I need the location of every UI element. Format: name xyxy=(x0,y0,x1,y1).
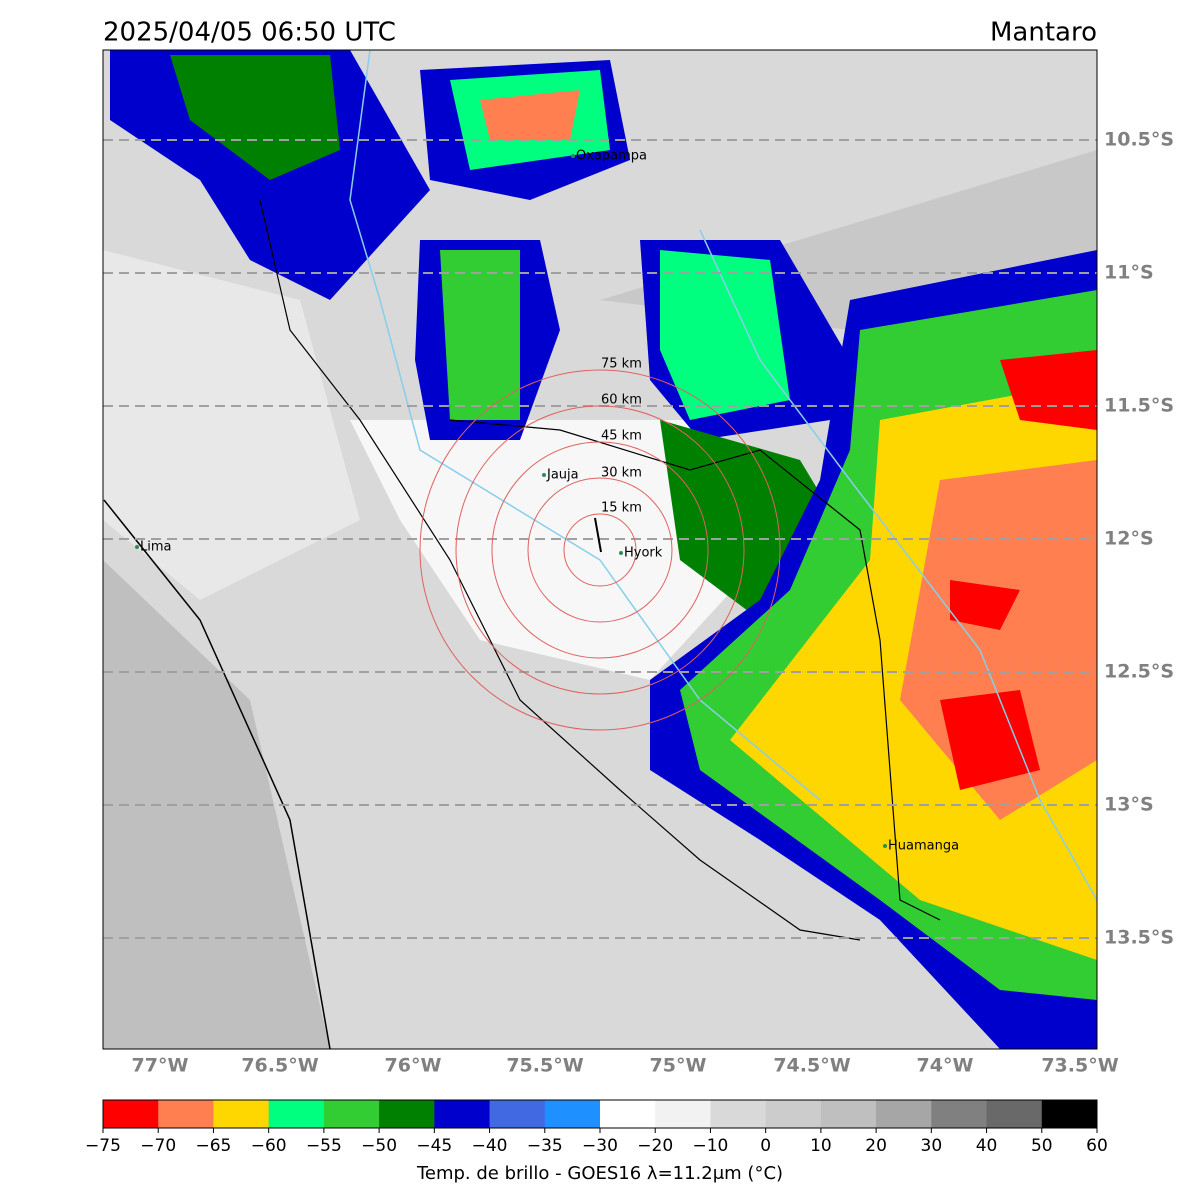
colorbar-bin xyxy=(820,1100,877,1128)
region: Mantaro xyxy=(990,18,1097,48)
colorbar-bin xyxy=(213,1100,270,1128)
colorbar-tick-label: −55 xyxy=(306,1136,342,1156)
colorbar-tick-label: −40 xyxy=(472,1136,508,1156)
colorbar-bin xyxy=(876,1100,932,1128)
place-marker xyxy=(542,473,546,477)
colorbar-bin xyxy=(268,1100,325,1128)
colorbar-bin xyxy=(986,1100,1043,1128)
colorbar-tick-label: −50 xyxy=(361,1136,397,1156)
lon-label: 74°W xyxy=(917,1055,974,1077)
lon-label: 74.5°W xyxy=(773,1055,850,1077)
colorbar-tick-label: −75 xyxy=(85,1136,121,1156)
colorbar-bin xyxy=(158,1100,214,1128)
colorbar-bin xyxy=(655,1100,711,1128)
lon-label: 73.5°W xyxy=(1041,1055,1118,1077)
lat-label: 12.5°S xyxy=(1104,661,1174,683)
lon-label: 76°W xyxy=(385,1055,442,1077)
colorbar-bin xyxy=(765,1100,822,1128)
place-marker xyxy=(619,551,623,555)
place-label: Hyork xyxy=(624,546,663,561)
lon-label: 75°W xyxy=(650,1055,707,1077)
colorbar-tick-label: 50 xyxy=(1031,1136,1053,1156)
lat-label: 13.5°S xyxy=(1104,927,1174,949)
ring-label: 75 km xyxy=(601,357,642,372)
colorbar-bin xyxy=(489,1100,546,1128)
colorbar-bin xyxy=(710,1100,767,1128)
colorbar-tick-label: −20 xyxy=(637,1136,673,1156)
lat-label: 12°S xyxy=(1104,528,1154,550)
lat-label: 10.5°S xyxy=(1104,129,1174,151)
lat-label: 11.5°S xyxy=(1104,395,1174,417)
range-rings xyxy=(419,369,781,731)
colorbar-bin xyxy=(931,1100,988,1128)
colorbar-tick-label: 0 xyxy=(760,1136,771,1156)
colorbar-tick-label: 40 xyxy=(976,1136,998,1156)
colorbar-tick-label: −30 xyxy=(582,1136,618,1156)
colorbar-tick-label: −70 xyxy=(140,1136,176,1156)
colorbar-bin xyxy=(103,1100,159,1128)
ring-label: 45 km xyxy=(601,429,642,444)
lon-label: 75.5°W xyxy=(506,1055,583,1077)
place-marker xyxy=(571,154,575,158)
colorbar-label: Temp. de brillo - GOES16 λ=11.2μm (°C) xyxy=(416,1163,783,1184)
lat-label: 11°S xyxy=(1104,262,1154,284)
colorbar-bin xyxy=(1041,1100,1098,1128)
title: 2025/04/05 06:50 UTC xyxy=(103,18,396,48)
colorbar-tick-label: 20 xyxy=(865,1136,887,1156)
colorbar-tick-label: −65 xyxy=(195,1136,231,1156)
ring-label: 15 km xyxy=(601,501,642,516)
colorbar-tick-label: −60 xyxy=(251,1136,287,1156)
place-label: Jauja xyxy=(546,468,579,483)
colorbar-tick-label: −10 xyxy=(692,1136,728,1156)
place-label: Lima xyxy=(140,540,171,555)
lon-label: 76.5°W xyxy=(241,1055,318,1077)
colorbar-bin xyxy=(379,1100,435,1128)
place-marker xyxy=(135,545,139,549)
grid xyxy=(103,139,1097,939)
place-label: Huamanga xyxy=(888,839,959,854)
lon-label: 77°W xyxy=(132,1055,189,1077)
colorbar-tick-label: −45 xyxy=(416,1136,452,1156)
colorbar-tick-label: 60 xyxy=(1086,1136,1108,1156)
colorbar-bin xyxy=(434,1100,491,1128)
colorbar-tick-label: 10 xyxy=(810,1136,832,1156)
ring-label: 30 km xyxy=(601,466,642,481)
colorbar-bin xyxy=(544,1100,601,1128)
lat-label: 13°S xyxy=(1104,794,1154,816)
satellite-image xyxy=(103,50,1097,1049)
colorbar-tick-label: 30 xyxy=(921,1136,943,1156)
colorbar-bin xyxy=(600,1100,656,1128)
colorbar-tick-label: −35 xyxy=(527,1136,563,1156)
colorbar-bin xyxy=(323,1100,380,1128)
ring-label: 60 km xyxy=(601,393,642,408)
place-label: Oxapampa xyxy=(576,149,647,164)
place-marker xyxy=(883,844,887,848)
